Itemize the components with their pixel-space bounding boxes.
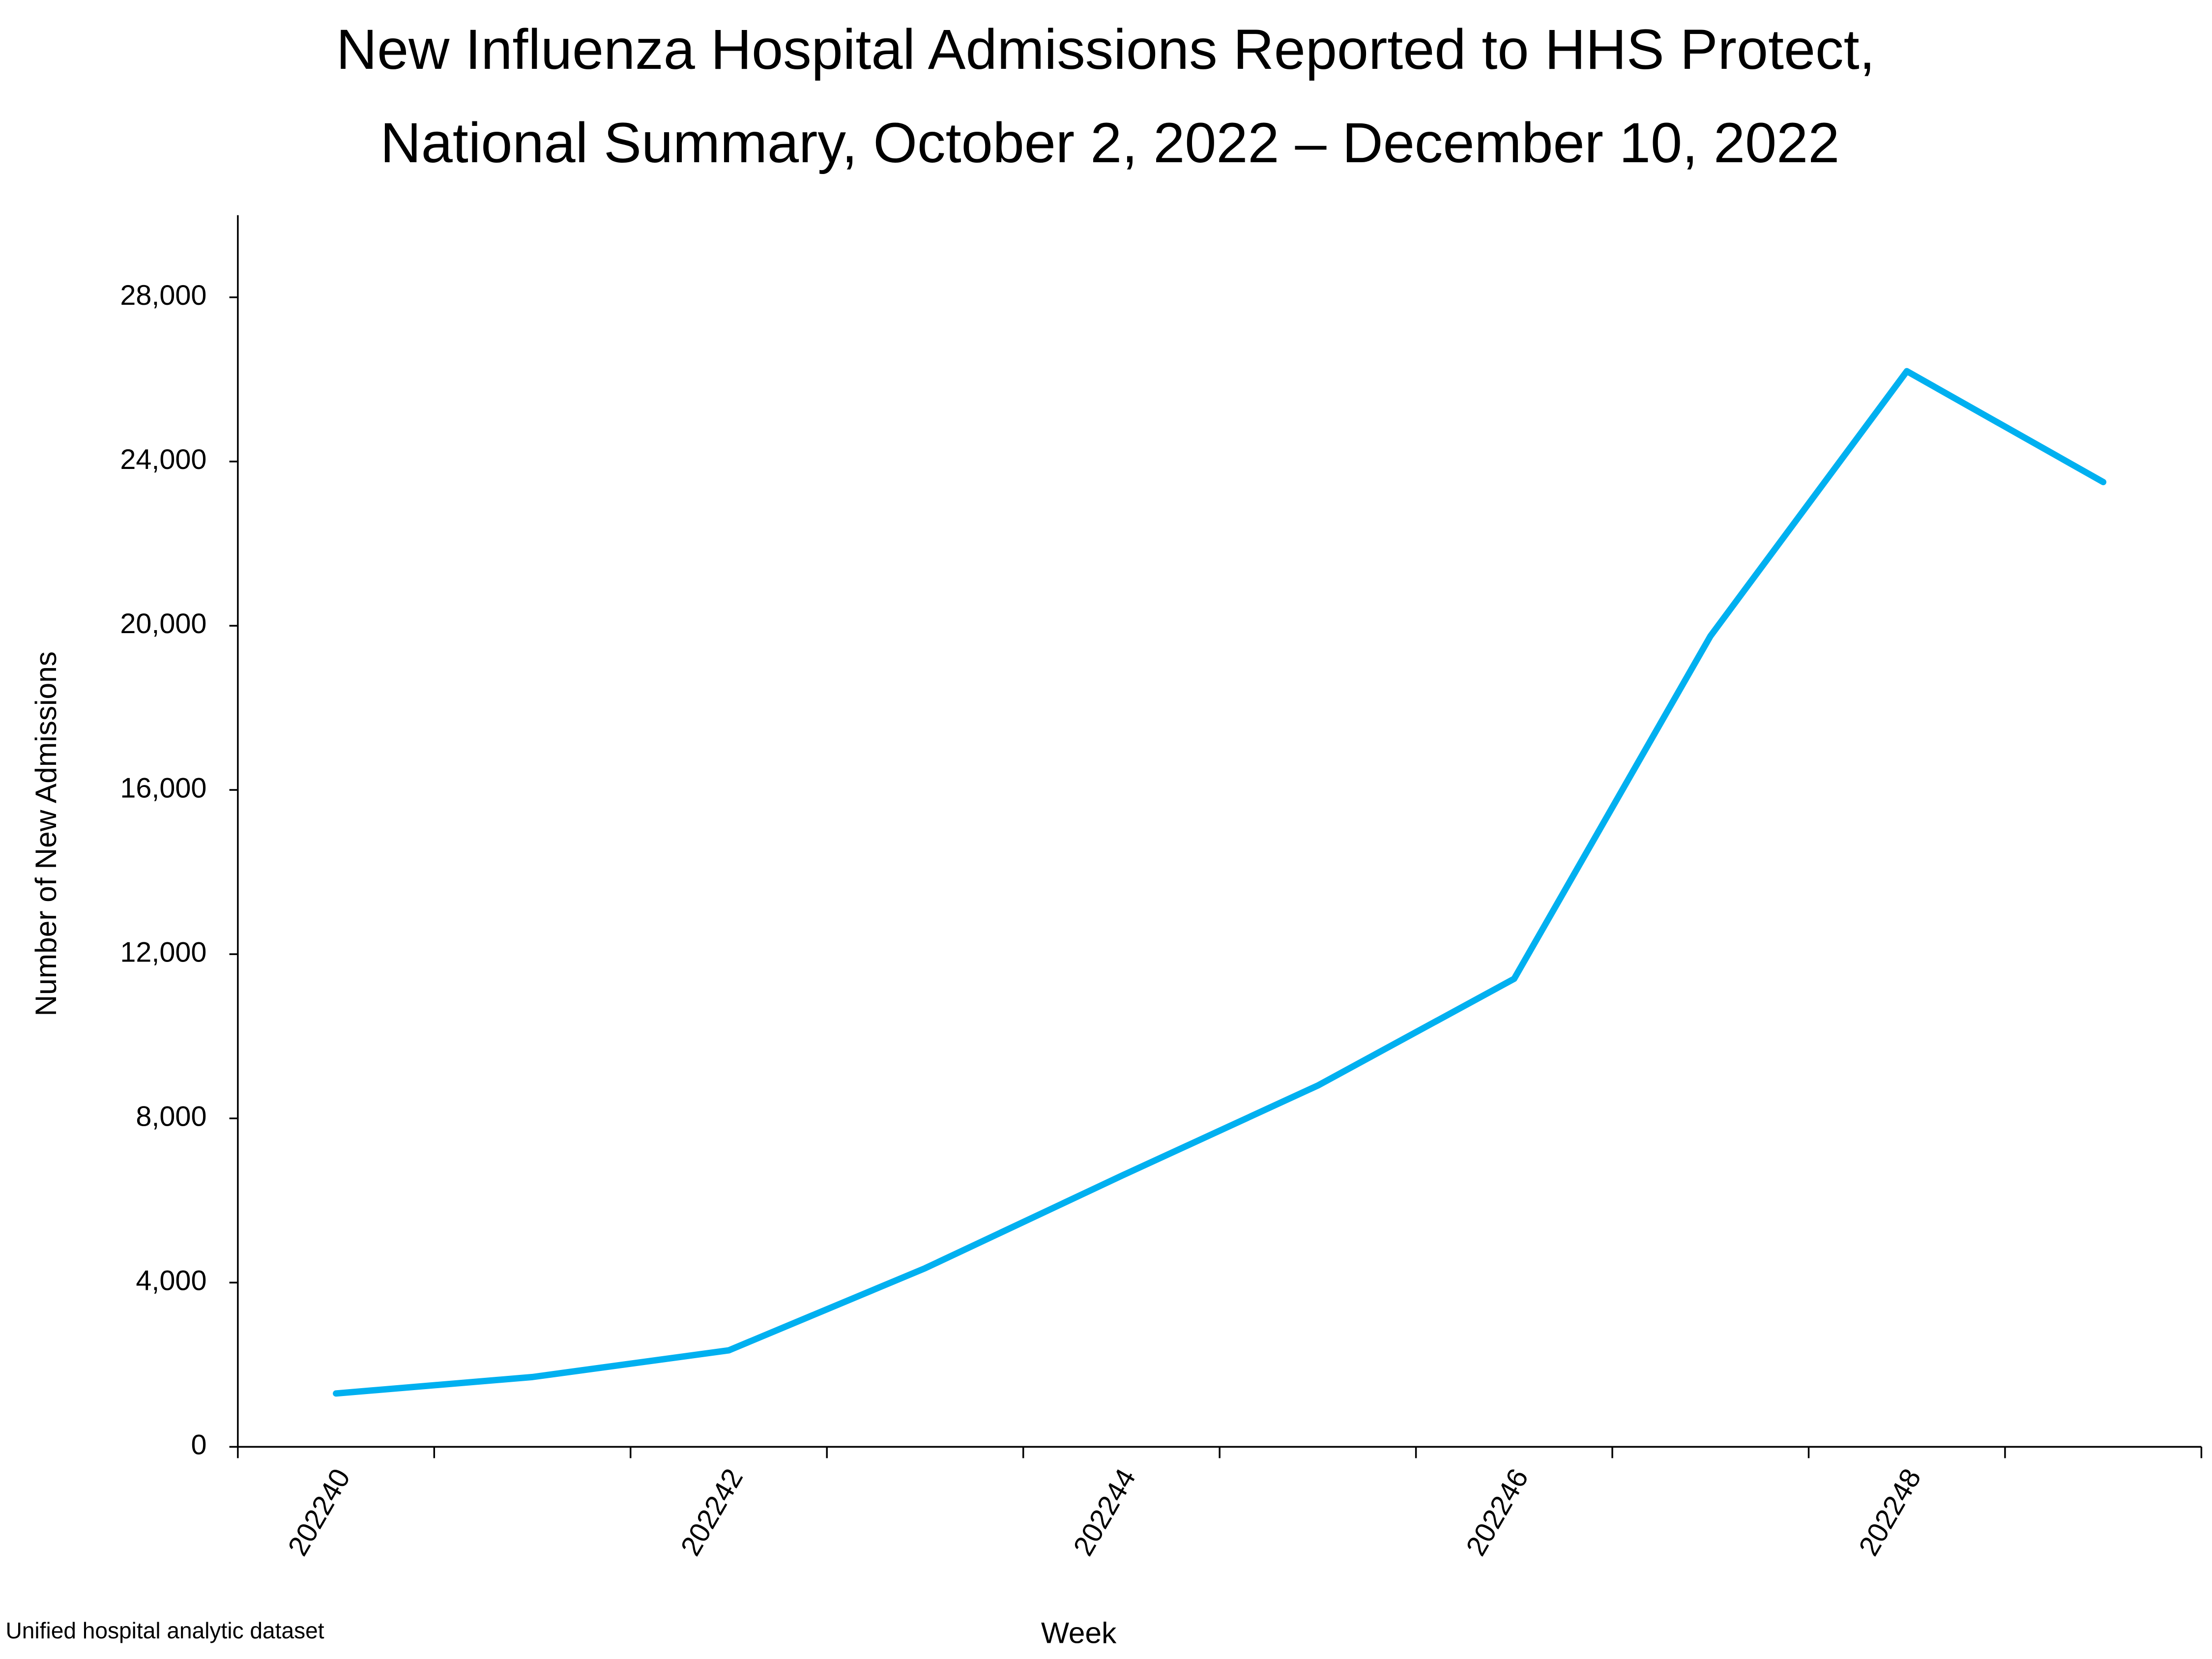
data-line (333, 368, 2107, 1397)
y-tick-label: 4,000 (136, 1265, 206, 1296)
x-tick-label: 202244 (1068, 1463, 1142, 1561)
y-tick-label: 28,000 (120, 280, 206, 311)
y-axis-title: Number of New Admissions (29, 651, 62, 1017)
chart-subtitle: National Summary, October 2, 2022 – Dece… (380, 112, 1840, 175)
chart-title: New Influenza Hospital Admissions Report… (336, 18, 1875, 81)
y-tick-label: 8,000 (136, 1101, 206, 1132)
x-tick-label: 202240 (282, 1463, 357, 1561)
y-tick-label: 12,000 (120, 936, 206, 968)
source-note: Unified hospital analytic dataset (6, 1618, 324, 1643)
y-tick-label: 20,000 (120, 608, 206, 640)
x-axis-title: Week (1041, 1616, 1117, 1649)
y-tick-label: 0 (191, 1429, 206, 1461)
y-tick-label: 24,000 (120, 444, 206, 475)
x-tick-label: 202242 (675, 1463, 750, 1561)
y-tick-label: 16,000 (120, 772, 206, 804)
x-tick-label: 202246 (1460, 1463, 1535, 1561)
x-tick-label: 202248 (1853, 1463, 1927, 1561)
